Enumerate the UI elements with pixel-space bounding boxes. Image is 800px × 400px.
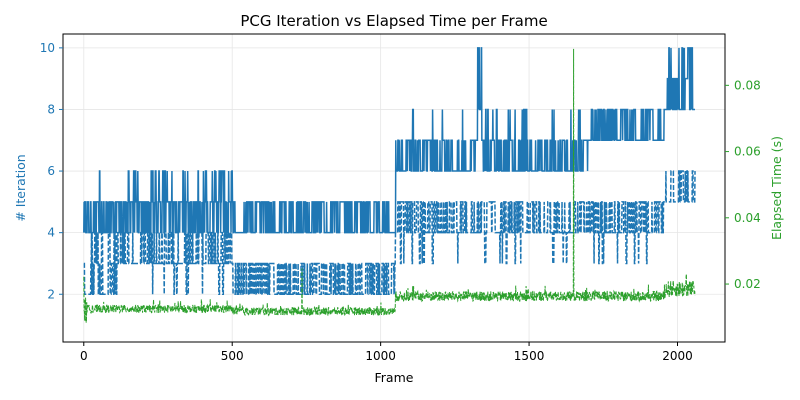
x-tick-label: 500 (221, 349, 244, 363)
x-axis-label: Frame (375, 370, 414, 385)
x-tick-label: 2000 (662, 349, 693, 363)
plot-frame (62, 33, 726, 343)
y-left-tick-label: 10 (40, 41, 55, 55)
elapsed-time-line (83, 48, 696, 323)
y-left-tick-label: 8 (47, 102, 55, 116)
iteration-dashed-line (83, 170, 696, 296)
y-right-tick-label: 0.06 (734, 145, 761, 159)
y-axis-left-ticks: 2 4 6 8 10 (40, 41, 63, 301)
y-axis-right-label: Elapsed Time (s) (769, 136, 784, 240)
y-axis-left-label: # Iteration (13, 154, 28, 221)
y-left-tick-label: 6 (47, 164, 55, 178)
y-right-tick-label: 0.08 (734, 78, 761, 92)
y-left-tick-label: 4 (47, 226, 55, 240)
x-axis-ticks: 0 500 1000 1500 2000 (80, 342, 693, 363)
iteration-solid-line (83, 47, 696, 234)
x-tick-label: 0 (80, 349, 88, 363)
y-left-tick-label: 2 (47, 287, 55, 301)
y-axis-right-ticks: 0.02 0.04 0.06 0.08 (725, 78, 761, 291)
chart-title: PCG Iteration vs Elapsed Time per Frame (240, 12, 547, 30)
x-tick-label: 1000 (365, 349, 396, 363)
y-right-tick-label: 0.04 (734, 211, 761, 225)
x-tick-label: 1500 (514, 349, 545, 363)
plot-area (83, 47, 696, 323)
y-right-tick-label: 0.02 (734, 277, 761, 291)
